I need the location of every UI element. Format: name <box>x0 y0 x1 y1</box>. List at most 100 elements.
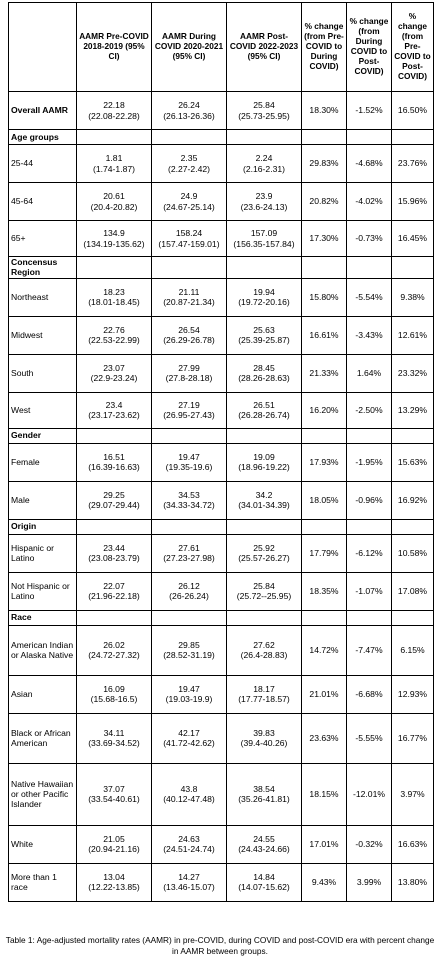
change-during-post: -1.95% <box>346 442 392 482</box>
post-covid-ci: (25.72--25.95) <box>236 591 292 602</box>
change-pre-during: 9.43% <box>301 862 347 902</box>
post-covid-value: 18.17 <box>253 683 275 694</box>
during-covid-cell: 21.11 (20.87-21.34) <box>151 277 227 317</box>
pre-covid-cell: 134.9 (134.19-135.62) <box>76 220 152 257</box>
change-pre-post: 15.63% <box>391 442 434 482</box>
during-covid-value: 24.63 <box>178 833 200 844</box>
section-title: Age groups <box>8 129 77 145</box>
section-empty-cell <box>151 129 227 145</box>
post-covid-cell: 19.94 (19.72-20.16) <box>226 277 302 317</box>
section-empty-cell <box>346 256 392 279</box>
during-covid-ci: (20.87-21.34) <box>163 297 215 308</box>
pre-covid-cell: 21.05 (20.94-21.16) <box>76 824 152 864</box>
change-pre-post: 12.93% <box>391 674 434 714</box>
table-row: Black or African American 34.11 (33.69-34.… <box>8 712 434 764</box>
header-change-pre-during: % change (from Pre-COVID to During COVID… <box>301 2 347 92</box>
table-row: Midwest 22.76 (22.53-22.99) 26.54 (26.29-26.… <box>8 315 434 355</box>
pre-covid-value: 23.44 <box>103 542 125 553</box>
during-covid-value: 42.17 <box>178 727 200 738</box>
during-covid-cell: 2.35 (2.27-2.42) <box>151 144 227 183</box>
section-empty-cell <box>226 518 302 535</box>
post-covid-cell: 34.2 (34.01-34.39) <box>226 480 302 520</box>
change-during-post: -1.52% <box>346 91 392 130</box>
post-covid-ci: (14.07-15.62) <box>238 882 290 893</box>
post-covid-value: 23.9 <box>255 191 273 202</box>
section-title: Gender <box>8 427 77 444</box>
during-covid-cell: 29.85 (28.52-31.19) <box>151 624 227 676</box>
header-post-covid: AAMR Post-COVID 2022-2023 (95% CI) <box>226 2 302 92</box>
section-empty-cell <box>391 129 434 145</box>
during-covid-ci: (26.13-26.36) <box>163 110 215 121</box>
post-covid-value: 19.09 <box>253 451 275 462</box>
post-covid-value: 27.62 <box>253 639 275 650</box>
post-covid-cell: 25.84 (25.73-25.95) <box>226 91 302 130</box>
during-covid-cell: 43.8 (40.12-47.48) <box>151 762 227 826</box>
change-pre-post: 23.76% <box>391 144 434 183</box>
change-during-post: 3.99% <box>346 862 392 902</box>
pre-covid-value: 18.23 <box>103 286 125 297</box>
section-empty-cell <box>76 129 152 145</box>
table-row: 65+ 134.9 (134.19-135.62) 158.24 (157.47-159… <box>8 220 434 257</box>
during-covid-ci: (26-26.24) <box>169 591 209 602</box>
section-title: Concensus Region <box>8 256 77 279</box>
row-label: 25-44 <box>8 144 77 183</box>
post-covid-cell: 19.09 (18.96-19.22) <box>226 442 302 482</box>
change-pre-during: 18.05% <box>301 480 347 520</box>
pre-covid-ci: (15.68-16.5) <box>90 694 138 705</box>
post-covid-ci: (26.4-28.83) <box>240 650 288 661</box>
post-covid-value: 157.09 <box>250 228 278 239</box>
pre-covid-ci: (23.08-23.79) <box>88 553 140 564</box>
change-pre-post: 6.15% <box>391 624 434 676</box>
post-covid-cell: 23.9 (23.6-24.13) <box>226 182 302 221</box>
post-covid-ci: (2.16-2.31) <box>242 163 286 174</box>
during-covid-ci: (34.33-34.72) <box>163 500 215 511</box>
section-empty-cell <box>346 129 392 145</box>
pre-covid-ci: (23.17-23.62) <box>88 410 140 421</box>
post-covid-ci: (156.35-157.84) <box>233 238 295 249</box>
table-row: American Indian or Alaska Native 26.02 (24… <box>8 624 434 676</box>
row-label: Overall AAMR <box>8 91 77 130</box>
section-title: Race <box>8 609 77 626</box>
pre-covid-value: 23.4 <box>105 399 123 410</box>
post-covid-cell: 25.63 (25.39-25.87) <box>226 315 302 355</box>
change-during-post: -1.07% <box>346 571 392 611</box>
during-covid-ci: (26.29-26.78) <box>163 335 215 346</box>
section-empty-cell <box>151 609 227 626</box>
post-covid-ci: (19.72-20.16) <box>238 297 290 308</box>
section-empty-cell <box>346 609 392 626</box>
post-covid-cell: 26.51 (26.28-26.74) <box>226 391 302 429</box>
pre-covid-ci: (22.53-22.99) <box>88 335 140 346</box>
row-label: More than 1 race <box>8 862 77 902</box>
pre-covid-value: 21.05 <box>103 833 125 844</box>
during-covid-value: 26.24 <box>178 100 200 111</box>
change-during-post: -4.02% <box>346 182 392 221</box>
section-empty-cell <box>76 427 152 444</box>
post-covid-ci: (35.26-41.81) <box>238 794 290 805</box>
change-pre-during: 17.30% <box>301 220 347 257</box>
change-pre-post: 17.08% <box>391 571 434 611</box>
table-row: Hispanic or Latino 23.44 (23.08-23.79) 27.6… <box>8 533 434 573</box>
pre-covid-value: 23.07 <box>103 362 125 373</box>
post-covid-cell: 38.54 (35.26-41.81) <box>226 762 302 826</box>
row-label: Female <box>8 442 77 482</box>
table-row: More than 1 race 13.04 (12.22-13.85) 14.27(… <box>8 862 434 902</box>
post-covid-ci: (28.26-28.63) <box>238 373 290 384</box>
during-covid-cell: 27.99 (27.8-28.18) <box>151 353 227 393</box>
change-pre-post: 12.61% <box>391 315 434 355</box>
row-label: Asian <box>8 674 77 714</box>
change-pre-during: 21.33% <box>301 353 347 393</box>
row-label: 65+ <box>8 220 77 257</box>
change-pre-during: 18.15% <box>301 762 347 826</box>
post-covid-ci: (25.39-25.87) <box>238 335 290 346</box>
during-covid-cell: 24.63 (24.51-24.74) <box>151 824 227 864</box>
change-pre-during: 23.63% <box>301 712 347 764</box>
pre-covid-cell: 20.61 (20.4-20.82) <box>76 182 152 221</box>
change-pre-post: 3.97% <box>391 762 434 826</box>
post-covid-value: 25.84 <box>253 100 275 111</box>
post-covid-cell: 157.09 (156.35-157.84) <box>226 220 302 257</box>
section-empty-cell <box>226 256 302 279</box>
section-empty-cell <box>391 427 434 444</box>
section-empty-cell <box>301 609 347 626</box>
change-during-post: -6.68% <box>346 674 392 714</box>
